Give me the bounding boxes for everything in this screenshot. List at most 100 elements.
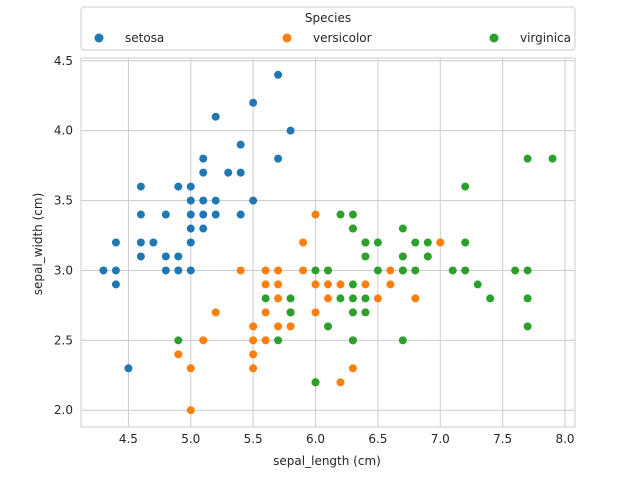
data-point-versicolor (361, 280, 370, 289)
data-point-versicolor (386, 280, 395, 289)
data-point-virginica (311, 266, 320, 275)
data-point-virginica (548, 154, 557, 163)
data-point-setosa (236, 168, 245, 177)
data-point-setosa (136, 238, 145, 247)
data-point-setosa (161, 210, 170, 219)
data-point-virginica (336, 294, 345, 303)
data-point-setosa (249, 98, 258, 107)
data-point-setosa (199, 224, 208, 233)
data-point-versicolor (299, 238, 308, 247)
data-point-setosa (199, 196, 208, 205)
data-point-versicolor (436, 238, 445, 247)
y-axis-label: sepal_width (cm) (31, 193, 45, 295)
data-point-virginica (511, 266, 520, 275)
legend-label: versicolor (313, 31, 372, 45)
x-tick-label: 8.0 (555, 432, 574, 446)
x-tick-label: 5.0 (181, 432, 200, 446)
data-point-virginica (336, 210, 345, 219)
legend-frame (80, 6, 576, 51)
data-point-virginica (523, 322, 532, 331)
x-tick-labels: 4.5 5.0 5.5 6.0 6.5 7.0 7.5 8.0 (119, 432, 575, 446)
data-point-versicolor (311, 280, 320, 289)
data-point-virginica (411, 238, 420, 247)
data-point-virginica (286, 308, 295, 317)
data-point-versicolor (174, 350, 183, 359)
data-point-virginica (361, 308, 370, 317)
data-point-setosa (186, 238, 195, 247)
data-point-virginica (523, 154, 532, 163)
data-point-virginica (348, 210, 357, 219)
data-point-virginica (461, 182, 470, 191)
data-point-setosa (174, 182, 183, 191)
data-point-virginica (423, 252, 432, 261)
legend-item-virginica: virginica (489, 31, 571, 45)
data-point-setosa (286, 126, 295, 135)
data-point-setosa (249, 196, 258, 205)
data-point-virginica (423, 238, 432, 247)
y-tick-label: 3.5 (54, 194, 73, 208)
data-point-versicolor (261, 266, 270, 275)
data-point-versicolor (348, 364, 357, 373)
legend-marker (94, 33, 104, 43)
x-tick-label: 6.0 (306, 432, 325, 446)
legend-title: Species (305, 11, 351, 25)
data-point-setosa (111, 238, 120, 247)
data-point-setosa (199, 154, 208, 163)
y-tick-labels: 2.0 2.5 3.0 3.5 4.0 4.5 (54, 54, 73, 417)
data-point-setosa (186, 182, 195, 191)
data-point-setosa (124, 364, 133, 373)
data-point-virginica (348, 308, 357, 317)
legend-label: setosa (125, 31, 164, 45)
data-point-versicolor (299, 266, 308, 275)
data-point-versicolor (311, 308, 320, 317)
data-point-versicolor (311, 210, 320, 219)
data-point-setosa (136, 252, 145, 261)
data-point-virginica (411, 266, 420, 275)
y-tick-label: 2.5 (54, 333, 73, 347)
x-tick-label: 4.5 (119, 432, 138, 446)
legend-item-versicolor: versicolor (282, 31, 372, 45)
data-point-virginica (373, 266, 382, 275)
data-point-setosa (199, 168, 208, 177)
data-point-setosa (111, 280, 120, 289)
y-tick-label: 4.0 (54, 124, 73, 138)
data-point-versicolor (274, 294, 283, 303)
data-point-virginica (523, 294, 532, 303)
data-point-versicolor (249, 336, 258, 345)
data-point-versicolor (324, 280, 332, 289)
data-point-virginica (486, 294, 495, 303)
data-point-versicolor (186, 364, 195, 373)
plot-frame (80, 57, 576, 428)
data-point-versicolor (261, 308, 270, 317)
data-point-setosa (186, 210, 195, 219)
data-point-virginica (523, 266, 532, 275)
data-point-versicolor (411, 294, 420, 303)
x-tick-label: 7.5 (493, 432, 512, 446)
data-point-versicolor (249, 350, 258, 359)
data-point-virginica (361, 238, 370, 247)
data-point-setosa (174, 266, 183, 275)
data-point-virginica (361, 294, 370, 303)
data-point-virginica (348, 224, 357, 233)
x-tick-label: 7.0 (431, 432, 450, 446)
data-point-virginica (174, 336, 183, 345)
data-point-setosa (186, 266, 195, 275)
data-point-virginica (324, 322, 332, 331)
x-tick-label: 5.5 (244, 432, 263, 446)
data-point-versicolor (211, 308, 220, 317)
data-point-virginica (398, 266, 407, 275)
data-point-versicolor (236, 266, 245, 275)
legend-item-setosa: setosa (94, 31, 164, 45)
data-point-virginica (398, 252, 407, 261)
data-point-versicolor (274, 280, 283, 289)
data-point-versicolor (249, 322, 258, 331)
data-point-versicolor (261, 336, 270, 345)
legend-label: virginica (520, 31, 571, 45)
data-point-virginica (261, 294, 270, 303)
data-point-virginica (348, 294, 357, 303)
data-point-setosa (274, 70, 283, 79)
data-point-virginica (373, 238, 382, 247)
data-point-virginica (348, 336, 357, 345)
data-point-setosa (236, 210, 245, 219)
